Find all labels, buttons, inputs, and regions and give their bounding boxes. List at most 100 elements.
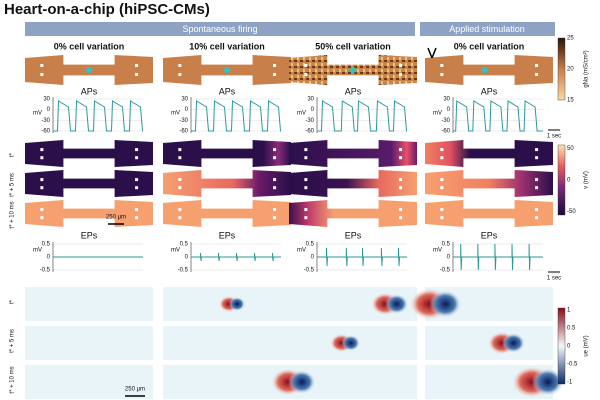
colorbar-label: v (mV) <box>584 171 590 189</box>
electrode <box>440 148 444 152</box>
ep-trace <box>317 247 407 267</box>
colorbar-label: ue (mV) <box>584 335 590 356</box>
electrode <box>40 178 44 182</box>
electrode <box>135 148 139 152</box>
electrode <box>273 216 277 220</box>
electrode <box>399 178 403 182</box>
ap-unit: mV <box>33 111 42 117</box>
colorbar <box>557 37 566 101</box>
ue-map <box>25 287 153 321</box>
electrode <box>535 186 539 190</box>
ue-neg <box>429 290 462 318</box>
electrode <box>304 64 308 67</box>
ep-trace <box>453 243 543 271</box>
ep-unit: mV <box>171 248 180 254</box>
electrode <box>535 73 539 76</box>
electrode <box>440 216 444 220</box>
electrode <box>440 64 444 67</box>
electrode <box>40 73 44 76</box>
ap-trace <box>191 100 281 132</box>
row-label: t* <box>10 152 16 157</box>
ap-tick: -30 <box>41 118 50 124</box>
electrode <box>40 156 44 160</box>
ep-title: EPs <box>81 230 98 240</box>
colorbar-tick: 0.5 <box>567 326 576 332</box>
electrode <box>535 178 539 182</box>
electrode <box>273 178 277 182</box>
ap-unit: mV <box>297 111 306 117</box>
electrode <box>304 156 308 160</box>
section-title: Applied stimulation <box>449 24 525 34</box>
ue-neg <box>228 296 246 312</box>
ap-trace <box>453 100 543 132</box>
ap-tick: -60 <box>441 129 450 135</box>
column-title: 0% cell variation <box>454 41 525 51</box>
ap-tick: 0 <box>311 107 315 113</box>
electrode <box>178 178 182 182</box>
ap-title: APs <box>219 86 236 96</box>
ep-tick: 0 <box>47 255 51 261</box>
electrode <box>304 186 308 190</box>
ap-tick: -30 <box>179 118 188 124</box>
electrode <box>399 148 403 152</box>
electrode <box>135 64 139 67</box>
row-label: t* <box>10 299 16 304</box>
electrode <box>178 208 182 212</box>
pacing-site <box>86 67 92 73</box>
electrode <box>535 156 539 160</box>
row-label: t* + 5 ms <box>10 173 16 197</box>
ap-tick: -60 <box>305 129 314 135</box>
column-title: 10% cell variation <box>189 41 265 51</box>
ep-tick: 0 <box>311 255 315 261</box>
ap-trace <box>317 100 407 132</box>
ep-unit: mV <box>433 248 442 254</box>
row-label: t* + 10 ms <box>10 366 16 393</box>
ep-tick: -0.5 <box>440 268 451 274</box>
colorbar-label: gNa (mS/cm²) <box>584 50 590 87</box>
colorbar-tick: 0 <box>567 178 571 184</box>
ap-tick: 30 <box>43 97 50 103</box>
tissue <box>163 200 291 227</box>
ap-tick: 30 <box>181 97 188 103</box>
tissue <box>163 170 291 197</box>
electrode <box>399 73 403 76</box>
electrode <box>399 64 403 67</box>
ue-neg <box>531 368 564 396</box>
ue-map <box>163 326 291 360</box>
ap-title: APs <box>81 86 98 96</box>
scale-label: 250 μm <box>125 387 145 393</box>
ap-tick: 0 <box>47 107 51 113</box>
ep-tick: 0 <box>447 255 451 261</box>
electrode <box>135 178 139 182</box>
pacing-site <box>350 67 356 73</box>
colorbar-tick: -50 <box>567 209 576 215</box>
pacing-site <box>482 67 488 73</box>
row-label: t* + 10 ms <box>10 201 16 228</box>
ep-tick: 0.5 <box>180 242 189 248</box>
ep-tick: -0.5 <box>178 268 189 274</box>
colorbar-tick: 25 <box>567 36 574 42</box>
ap-tick: 0 <box>447 107 451 113</box>
electrode <box>40 148 44 152</box>
tissue <box>289 140 417 167</box>
pacing-site <box>224 67 230 73</box>
section-bar <box>25 22 415 36</box>
electrode <box>135 156 139 160</box>
ue-neg <box>341 334 361 352</box>
tissue <box>425 140 553 167</box>
ep-title: EPs <box>345 230 362 240</box>
colorbar-tick: 0 <box>567 344 571 350</box>
tissue <box>25 170 153 197</box>
ep-tick: 0.5 <box>306 242 315 248</box>
ep-tick: 0 <box>185 255 189 261</box>
time-label: 1 sec <box>547 276 561 282</box>
title: Heart-on-a-chip (hiPSC-CMs) <box>4 1 210 18</box>
electrode <box>40 208 44 212</box>
electrode <box>273 73 277 76</box>
ep-tick: 0.5 <box>442 242 451 248</box>
electrode <box>135 208 139 212</box>
ap-tick: 30 <box>307 97 314 103</box>
electrode <box>178 186 182 190</box>
tissue <box>25 140 153 167</box>
